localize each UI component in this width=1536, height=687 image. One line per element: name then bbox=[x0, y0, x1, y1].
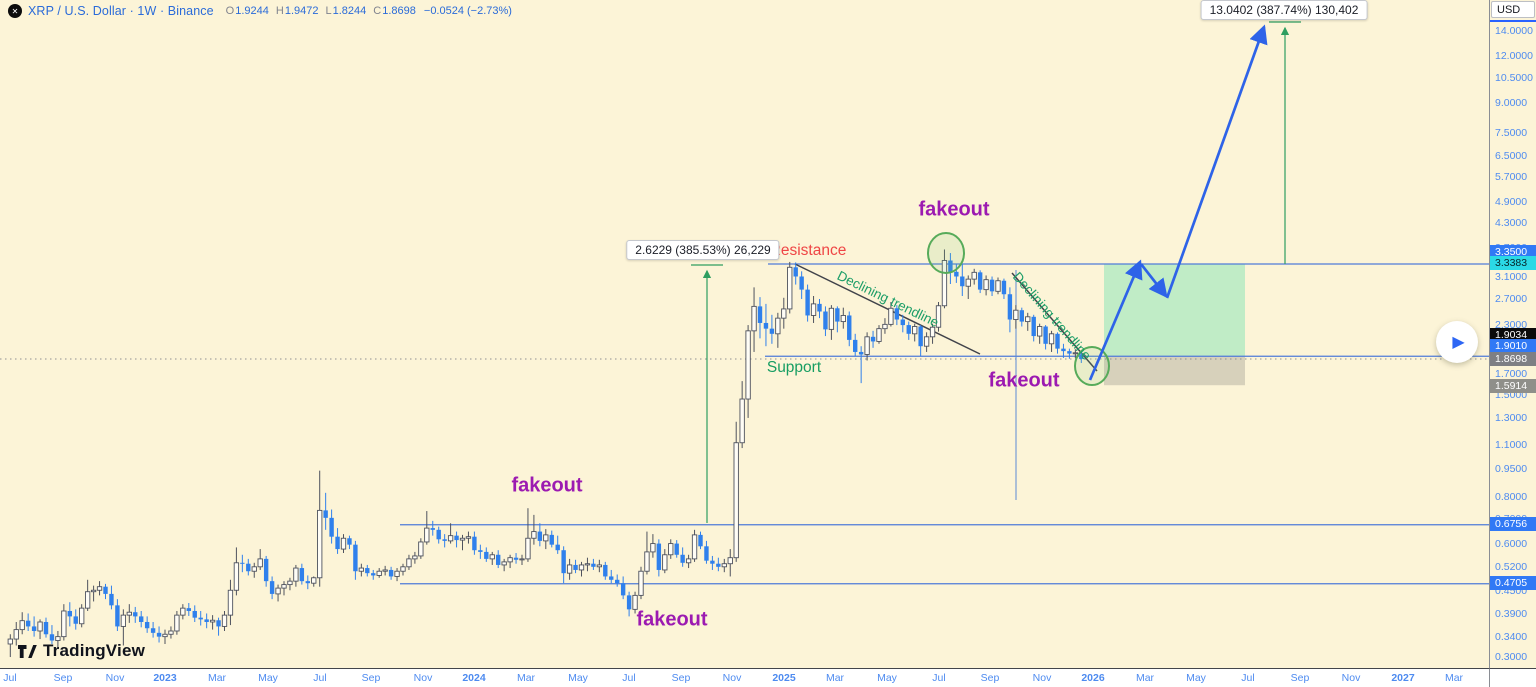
price-tick: 1.7000 bbox=[1495, 368, 1528, 381]
time-tick: Mar bbox=[207, 672, 227, 684]
fakeout-label[interactable]: fakeout bbox=[636, 608, 708, 631]
price-tick: 0.3000 bbox=[1495, 651, 1528, 664]
position-box[interactable] bbox=[1104, 356, 1245, 386]
time-axis[interactable]: Jul Sep Nov 2023 Mar May Jul Sep Nov 2024 Mar May Ju… bbox=[0, 668, 1489, 687]
declining-trendline[interactable] bbox=[794, 263, 981, 355]
price-label-chip: 1.9010 bbox=[1490, 339, 1536, 353]
ohlc-item: C1.8698 bbox=[373, 5, 416, 17]
fakeout-label[interactable]: fakeout bbox=[918, 198, 990, 221]
price-tick: 7.5000 bbox=[1495, 126, 1528, 139]
price-label-chip: 1.8698 bbox=[1490, 352, 1536, 366]
time-tick: 2025 bbox=[772, 672, 796, 684]
time-tick: Jul bbox=[622, 672, 636, 684]
price-label-chip: 3.3500 bbox=[1490, 245, 1536, 259]
price-label-chip: 0.6756 bbox=[1490, 517, 1536, 531]
support-label[interactable]: Support bbox=[766, 359, 822, 376]
time-tick: Nov bbox=[413, 672, 433, 684]
price-label-chip: 1.5914 bbox=[1490, 379, 1536, 393]
resistance-label[interactable]: Resistance bbox=[769, 242, 847, 259]
price-tick: 5.7000 bbox=[1495, 171, 1528, 184]
ohlc-item: O1.9244 bbox=[225, 5, 269, 17]
price-label-chip: 0.4705 bbox=[1490, 576, 1536, 590]
measure-value-label: 13.0402 (387.74%) 130,402 bbox=[1200, 0, 1368, 20]
ohlc-item: L1.8244 bbox=[325, 5, 367, 17]
price-tick: 2.7000 bbox=[1495, 293, 1528, 306]
tradingview-logo-icon bbox=[18, 644, 37, 658]
time-tick: Mar bbox=[516, 672, 536, 684]
price-tick: 4.9000 bbox=[1495, 196, 1528, 209]
symbol-header: ✕ XRP / U.S. Dollar · 1W · Binance O1.92… bbox=[8, 3, 512, 19]
time-tick: Sep bbox=[980, 672, 1000, 684]
time-tick: Nov bbox=[105, 672, 125, 684]
time-tick: 2023 bbox=[153, 672, 177, 684]
measure-value-label: 2.6229 (385.53%) 26,229 bbox=[626, 240, 780, 260]
ohlc-item: H1.9472 bbox=[275, 5, 319, 17]
price-tick: 4.3000 bbox=[1495, 217, 1528, 230]
price-tick: 3.1000 bbox=[1495, 270, 1528, 283]
price-tick: 0.3900 bbox=[1495, 608, 1528, 621]
price-tick: 1.1000 bbox=[1495, 439, 1528, 452]
time-tick: May bbox=[877, 672, 897, 684]
price-tick: 0.5200 bbox=[1495, 561, 1528, 574]
time-tick: Nov bbox=[722, 672, 742, 684]
time-tick: May bbox=[568, 672, 588, 684]
time-tick: Jul bbox=[1241, 672, 1255, 684]
projection-arrow[interactable] bbox=[1165, 24, 1268, 299]
time-tick: May bbox=[1186, 672, 1206, 684]
candlestick-chart-canvas[interactable] bbox=[0, 0, 1489, 668]
time-tick: Sep bbox=[53, 672, 73, 684]
xrp-logo-icon: ✕ bbox=[8, 4, 22, 18]
price-tick: 0.3400 bbox=[1495, 630, 1528, 643]
time-tick: May bbox=[258, 672, 278, 684]
axis-corner bbox=[1489, 668, 1536, 687]
play-icon: ▶ bbox=[1452, 334, 1465, 351]
price-tick: 0.8000 bbox=[1495, 491, 1528, 504]
price-tick: 0.6000 bbox=[1495, 538, 1528, 551]
price-tick: 14.0000 bbox=[1495, 25, 1533, 37]
price-label-chip: 3.3383 bbox=[1490, 256, 1536, 270]
axis-accent-line bbox=[1490, 20, 1536, 22]
tradingview-logo-text: TradingView bbox=[43, 641, 146, 660]
price-tick: 12.0000 bbox=[1495, 50, 1533, 63]
fakeout-circle[interactable] bbox=[927, 232, 965, 274]
ohlc-values: O1.9244 H1.9472 L1.8244 C1.8698 bbox=[226, 5, 416, 17]
chart-pane[interactable]: ✕ XRP / U.S. Dollar · 1W · Binance O1.92… bbox=[0, 0, 1489, 668]
time-tick: 2027 bbox=[1391, 672, 1415, 684]
go-to-realtime-button[interactable]: ▶ bbox=[1436, 321, 1478, 363]
time-tick: 2026 bbox=[1081, 672, 1105, 684]
fakeout-label[interactable]: fakeout bbox=[988, 369, 1060, 392]
price-tick: 9.0000 bbox=[1495, 96, 1528, 109]
time-tick: Jul bbox=[932, 672, 946, 684]
time-tick: Sep bbox=[671, 672, 691, 684]
time-tick: Sep bbox=[361, 672, 381, 684]
price-label-chip: 1.9034 bbox=[1490, 328, 1536, 342]
time-tick: Mar bbox=[1444, 672, 1464, 684]
time-tick: Nov bbox=[1032, 672, 1052, 684]
fakeout-label[interactable]: fakeout bbox=[511, 474, 583, 497]
price-tick: 0.9500 bbox=[1495, 463, 1528, 476]
time-tick: Mar bbox=[825, 672, 845, 684]
price-axis[interactable]: USD 14.0000 12.0000 10.5000 9.0000 7.5000 6.5… bbox=[1489, 0, 1536, 668]
time-tick: 2024 bbox=[462, 672, 486, 684]
currency-toggle-button[interactable]: USD bbox=[1491, 1, 1535, 18]
projection-arrow[interactable] bbox=[1088, 259, 1143, 381]
change-value: −0.0524 (−2.73%) bbox=[423, 5, 512, 17]
price-tick: 1.3000 bbox=[1495, 412, 1528, 425]
price-tick: 6.5000 bbox=[1495, 149, 1528, 162]
symbol-title[interactable]: XRP / U.S. Dollar · 1W · Binance bbox=[28, 4, 214, 18]
projection-arrow[interactable] bbox=[1139, 263, 1168, 299]
price-tick: 10.5000 bbox=[1495, 71, 1533, 84]
time-tick: Nov bbox=[1341, 672, 1361, 684]
time-tick: Mar bbox=[1135, 672, 1155, 684]
tradingview-watermark[interactable]: TradingView bbox=[18, 641, 145, 661]
candles[interactable] bbox=[7, 249, 1084, 658]
time-tick: Jul bbox=[313, 672, 327, 684]
time-tick: Jul bbox=[3, 672, 17, 684]
time-tick: Sep bbox=[1290, 672, 1310, 684]
